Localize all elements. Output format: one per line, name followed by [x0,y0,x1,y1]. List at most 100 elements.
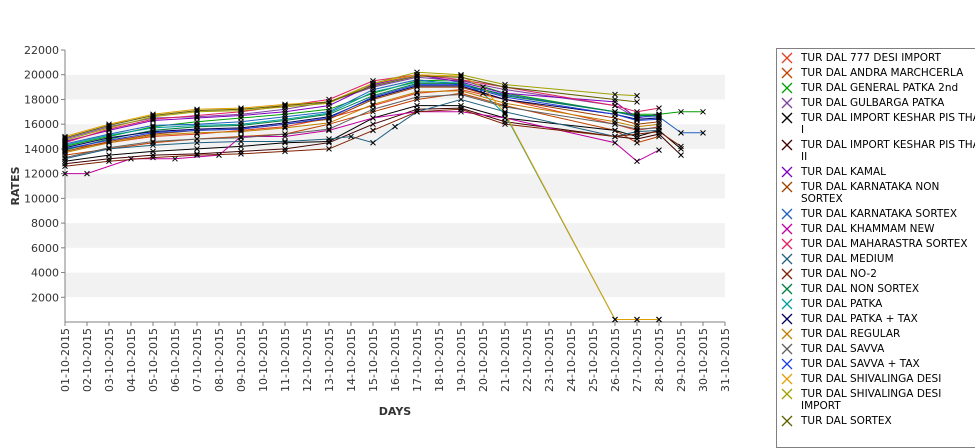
data-point [612,316,618,323]
data-point [502,121,508,128]
data-point [62,154,68,161]
series-line [64,74,660,144]
data-point [62,155,68,162]
legend-marker-icon [781,343,793,355]
data-point [370,83,376,89]
data-point [150,112,156,119]
y-axis: 2000 4000 6000 8000 10000 12000 14000 16000 1800… [24,44,66,322]
data-point [414,83,420,89]
legend-label: TUR DAL KAMAL [801,166,886,178]
x-axis: 01-10-2015 02-10-2015 03-10-2015 04-10-2015… [59,321,732,392]
legend-label: TUR DAL KHAMMAM NEW [801,223,935,235]
data-point [194,146,200,152]
legend-item: TUR DAL NON SORTEX [777,283,975,295]
data-point [678,108,684,115]
legend-label: TUR DAL GENERAL PATKA 2nd [801,82,959,94]
legend-label: TUR DAL REGULAR [801,328,901,340]
y-tick-label: 2000 [31,291,59,304]
y-tick-label: 14000 [24,143,59,156]
data-point [216,152,222,158]
data-point [370,121,376,128]
data-point [150,127,156,134]
data-point [150,129,156,136]
x-tick-label: 02-10-2015 [81,328,94,392]
legend-item: TUR DAL GENERAL PATKA 2nd [777,82,975,94]
data-point [458,73,464,79]
data-point [106,132,112,139]
data-point [106,137,112,144]
data-point [150,138,156,145]
legend-item: TUR DAL PATKA [777,298,975,310]
data-point [326,100,332,107]
data-point [106,146,112,152]
data-point [194,152,200,158]
data-point [282,138,288,145]
data-point [106,122,112,129]
data-point [106,144,112,151]
data-point [678,146,684,152]
data-point [656,115,662,121]
data-point [458,74,464,81]
legend-item: TUR DAL IMPORT KESHAR PIS THA II [777,139,975,163]
data-point [238,151,244,157]
data-point [282,133,288,140]
data-point [612,118,618,125]
data-point [282,120,288,126]
y-tick-label: 8000 [31,217,59,230]
data-point [282,111,288,118]
data-point [282,102,288,109]
data-point [458,80,464,87]
data-point [458,81,464,88]
data-point [150,111,156,118]
legend-label: TUR DAL SAVVA + TAX [801,358,920,370]
data-point [634,99,640,105]
legend-marker-icon [781,223,793,235]
legend-label: TUR DAL 777 DESI IMPORT [801,52,941,64]
data-point [678,129,684,136]
line-chart: 2000 4000 6000 8000 10000 12000 14000 16000 1800… [9,44,732,418]
x-tick-label: 31-10-2015 [719,328,732,392]
data-point [458,71,464,78]
data-point [282,108,288,115]
data-point [326,136,332,142]
data-point [414,94,420,100]
legend-item: TUR DAL 777 DESI IMPORT [777,52,975,64]
data-point [634,92,640,99]
legend-label: TUR DAL PATKA + TAX [801,313,918,325]
data-point [458,90,464,97]
data-point [194,127,200,134]
data-point [700,108,706,115]
legend-item: TUR DAL KARNATAKA NON SORTEX [777,181,975,205]
data-point [194,129,200,136]
legend-marker-icon [781,313,793,325]
x-axis-title: DAYS [379,405,412,418]
data-point [370,78,376,84]
legend-label: TUR DAL SHIVALINGA DESI [801,373,942,385]
data-point [414,89,420,95]
legend-marker-icon [781,415,793,427]
legend-marker-icon [781,238,793,250]
data-point [458,108,464,115]
data-point [612,111,618,118]
legend-marker-icon [781,112,793,124]
data-point [370,80,376,87]
x-tick-label: 20-10-2015 [477,328,490,392]
data-point [480,84,486,90]
data-point [656,147,662,153]
legend-marker-icon [781,253,793,265]
grid-band [65,247,725,273]
data-point [414,74,420,81]
data-point [414,80,420,87]
legend-item: TUR DAL KHAMMAM NEW [777,223,975,235]
data-point [282,131,288,137]
series-line [64,86,660,152]
x-tick-label: 16-10-2015 [389,328,402,392]
legend-item: TUR DAL IMPORT KESHAR PIS THA I [777,112,975,136]
data-point [150,154,156,161]
data-point [502,111,508,118]
data-point [238,148,244,155]
data-point [238,128,244,135]
data-point [414,73,420,79]
data-point [370,101,376,108]
legend-label: TUR DAL PATKA [801,298,883,310]
